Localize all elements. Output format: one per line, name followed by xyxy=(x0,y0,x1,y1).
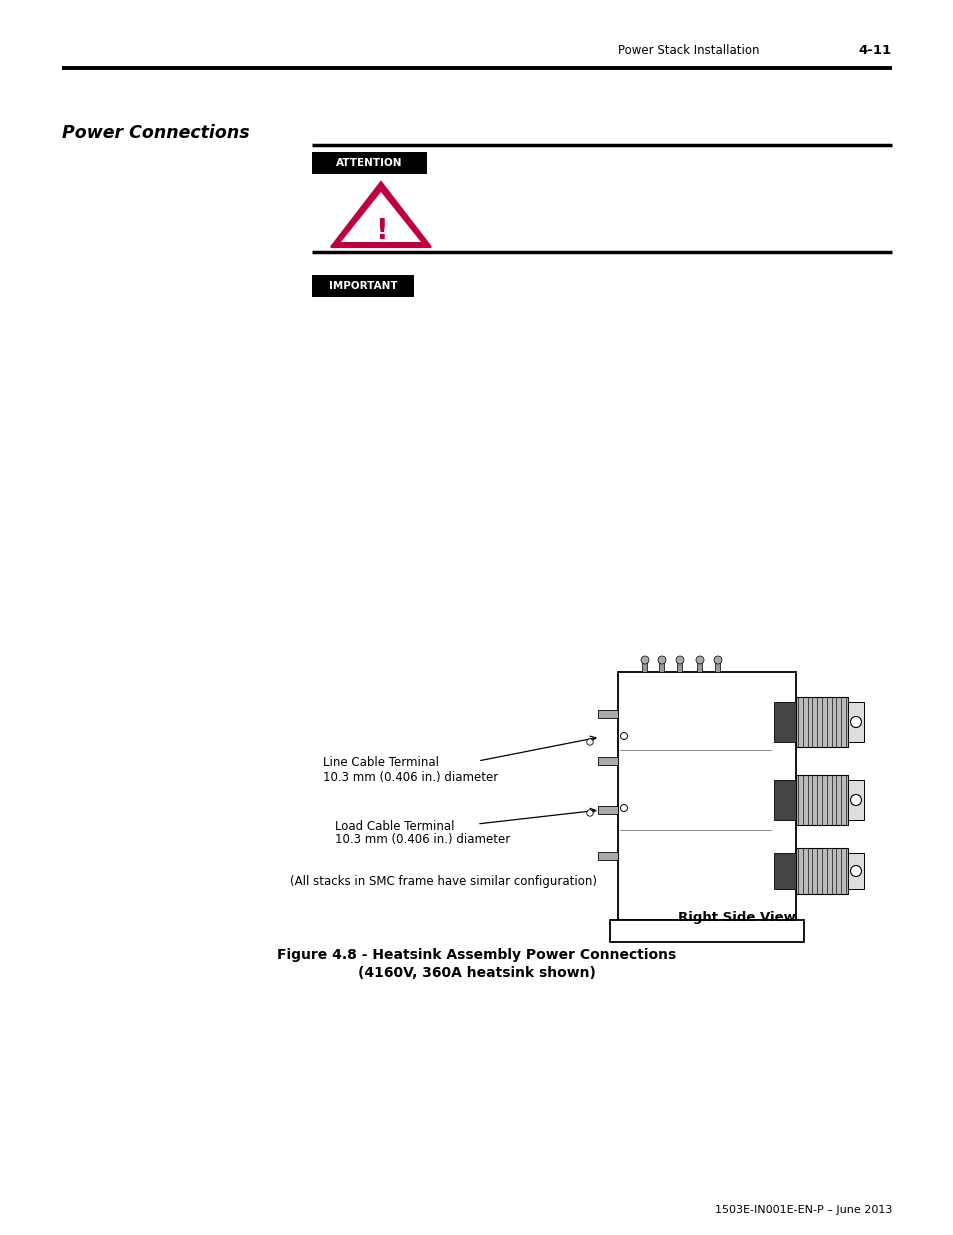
Bar xyxy=(847,701,863,742)
Text: 4-11: 4-11 xyxy=(858,44,891,57)
Polygon shape xyxy=(340,191,420,242)
Bar xyxy=(677,658,681,672)
Text: (4160V, 360A heatsink shown): (4160V, 360A heatsink shown) xyxy=(357,966,596,981)
Bar xyxy=(847,853,863,889)
Bar xyxy=(795,776,847,825)
Text: 10.3 mm (0.406 in.) diameter: 10.3 mm (0.406 in.) diameter xyxy=(323,771,497,783)
Bar xyxy=(598,806,618,814)
Bar xyxy=(773,701,795,742)
Bar xyxy=(715,658,720,672)
Text: IMPORTANT: IMPORTANT xyxy=(329,282,396,291)
Bar xyxy=(847,781,863,820)
Text: Right Side View: Right Side View xyxy=(678,911,795,925)
Text: 10.3 mm (0.406 in.) diameter: 10.3 mm (0.406 in.) diameter xyxy=(335,834,510,846)
Circle shape xyxy=(619,732,627,740)
Text: Figure 4.8 - Heatsink Assembly Power Connections: Figure 4.8 - Heatsink Assembly Power Con… xyxy=(277,948,676,962)
Circle shape xyxy=(696,656,703,664)
Text: ATTENTION: ATTENTION xyxy=(335,158,402,168)
Text: (All stacks in SMC frame have similar configuration): (All stacks in SMC frame have similar co… xyxy=(290,876,597,888)
Text: Power Connections: Power Connections xyxy=(62,124,250,142)
Text: !: ! xyxy=(375,217,387,245)
Text: Line Cable Terminal: Line Cable Terminal xyxy=(323,757,438,769)
Bar xyxy=(312,275,414,296)
Circle shape xyxy=(850,716,861,727)
Circle shape xyxy=(619,804,627,811)
Bar xyxy=(641,658,647,672)
Bar xyxy=(598,757,618,764)
Bar xyxy=(795,848,847,894)
Circle shape xyxy=(658,656,665,664)
Circle shape xyxy=(676,656,683,664)
Circle shape xyxy=(586,739,593,745)
Text: Load Cable Terminal: Load Cable Terminal xyxy=(335,820,454,832)
Bar xyxy=(618,672,795,920)
Circle shape xyxy=(586,810,593,816)
Bar xyxy=(773,781,795,820)
Polygon shape xyxy=(331,182,431,247)
Bar xyxy=(795,697,847,747)
Bar xyxy=(312,152,427,174)
Bar xyxy=(697,658,701,672)
Bar xyxy=(598,710,618,718)
Circle shape xyxy=(713,656,721,664)
Bar xyxy=(598,852,618,860)
Text: 1503E-IN001E-EN-P – June 2013: 1503E-IN001E-EN-P – June 2013 xyxy=(714,1205,891,1215)
Text: Power Stack Installation: Power Stack Installation xyxy=(618,44,759,57)
Bar xyxy=(773,853,795,889)
Circle shape xyxy=(850,866,861,877)
Circle shape xyxy=(640,656,648,664)
Bar xyxy=(659,658,664,672)
Circle shape xyxy=(850,794,861,805)
Bar xyxy=(609,920,803,942)
